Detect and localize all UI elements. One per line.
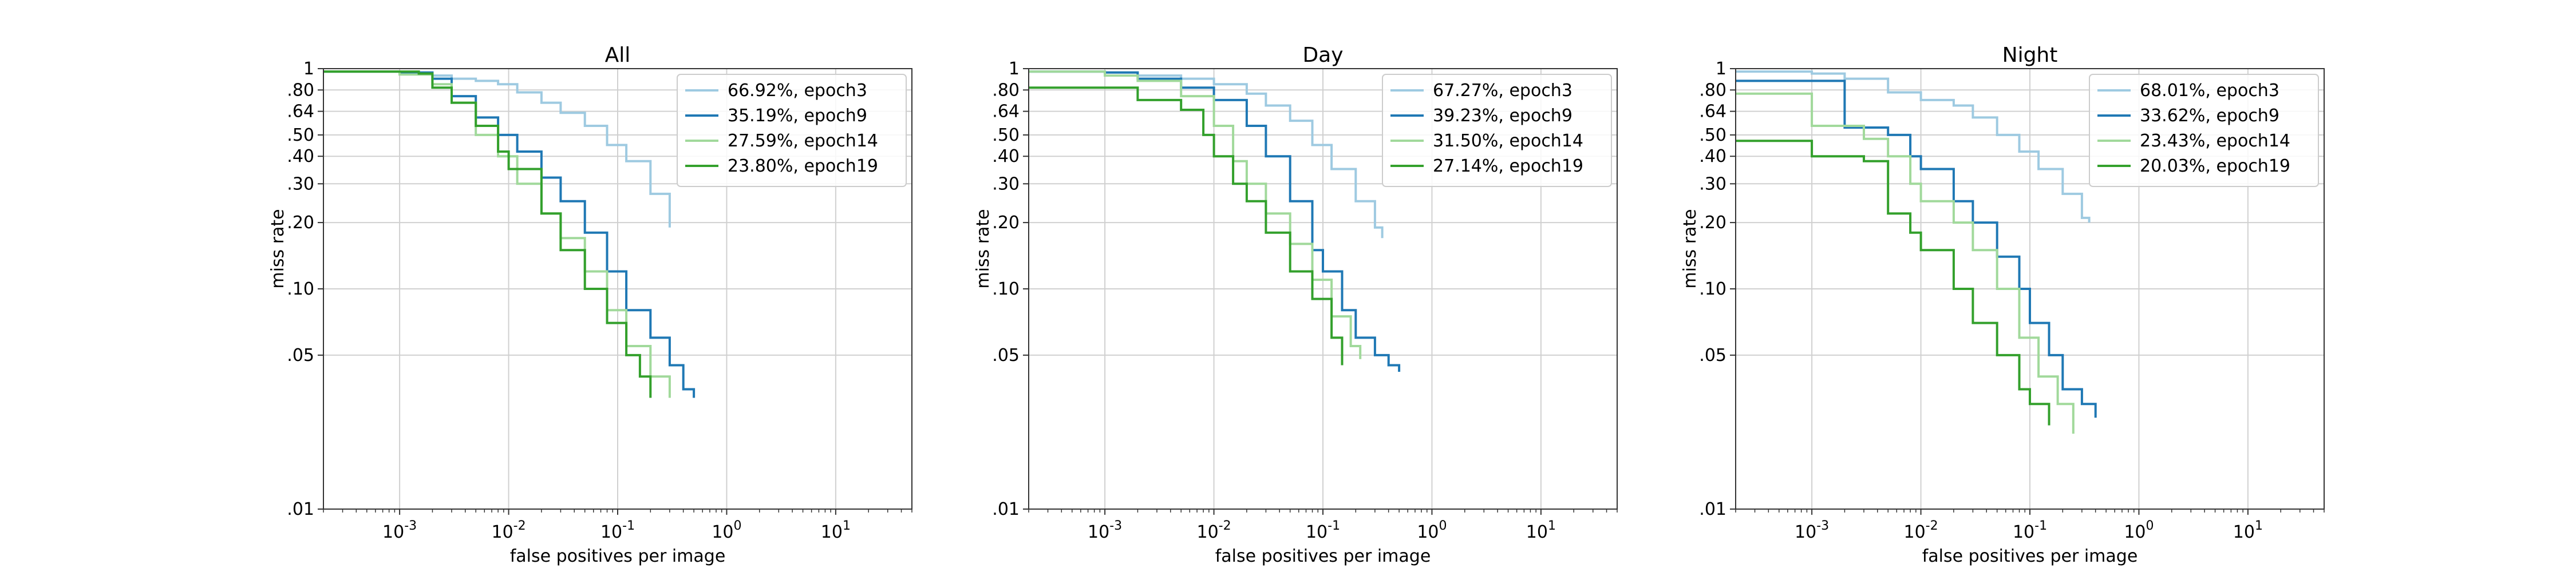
x-tick-label: 10-2 <box>491 519 526 542</box>
panel-night: 10-3 10-2 10-1 100 101 1.80.64 .50.40 .30 .20 .10… <box>1680 43 2325 566</box>
x-tick-label: 101 <box>1526 519 1556 542</box>
legend: 66.92%, epoch3 35.19%, epoch9 27.59%, epoc… <box>677 74 907 187</box>
y-tick-label: .30 <box>992 174 1020 194</box>
legend-label: 27.14%, epoch19 <box>1433 156 1583 176</box>
x-tick-label: 10-1 <box>1306 519 1340 542</box>
series-line-epoch14 <box>1029 70 1362 359</box>
legend-box <box>1382 74 1612 187</box>
x-tick-label: 10-1 <box>600 519 635 542</box>
series-line-epoch14 <box>1736 92 2075 434</box>
y-tick-label: .01 <box>1699 499 1726 519</box>
y-tick-label: .40 <box>287 146 314 166</box>
y-tick-label: .05 <box>1699 345 1726 366</box>
y-tick-label: .64 <box>1699 102 1726 122</box>
legend-label: 31.50%, epoch14 <box>1433 131 1583 151</box>
x-tick-label: 10-3 <box>382 519 417 542</box>
series-line-epoch19 <box>1029 86 1344 366</box>
x-tick-label: 101 <box>821 519 851 542</box>
legend-label: 33.62%, epoch9 <box>2140 106 2279 126</box>
y-tick-label: .64 <box>287 102 314 122</box>
series-line-epoch9 <box>323 70 696 398</box>
y-tick-label: .01 <box>287 499 314 519</box>
y-tick-label: 1 <box>1716 59 1726 79</box>
x-axis-label: false positives per image <box>1215 546 1431 566</box>
series-line-epoch3 <box>1736 70 2091 223</box>
series-line-epoch9 <box>1736 80 2097 418</box>
legend-label: 66.92%, epoch3 <box>728 81 867 101</box>
legend-label: 39.23%, epoch9 <box>1433 106 1573 126</box>
y-tick-label: .50 <box>992 125 1020 145</box>
y-tick-label: .64 <box>992 102 1020 122</box>
y-tick-label: .40 <box>992 146 1020 166</box>
series-line-epoch9 <box>1029 70 1401 372</box>
y-tick-label: .40 <box>1699 146 1726 166</box>
series-line-epoch19 <box>1736 140 2050 426</box>
y-tick-label: .50 <box>1699 125 1726 145</box>
legend-label: 20.03%, epoch19 <box>2140 156 2290 176</box>
legend-label: 27.59%, epoch14 <box>728 131 878 151</box>
y-tick-label: .01 <box>992 499 1020 519</box>
x-tick-label: 101 <box>2233 519 2263 542</box>
x-tick-label: 100 <box>2124 519 2154 542</box>
y-tick-label: 1 <box>1009 59 1020 79</box>
x-tick-label: 100 <box>1417 519 1447 542</box>
y-tick-label: .10 <box>992 279 1020 299</box>
x-tick-label: 10-3 <box>1088 519 1122 542</box>
legend-label: 23.43%, epoch14 <box>2140 131 2290 151</box>
x-axis-label: false positives per image <box>510 546 726 566</box>
y-tick-label: .20 <box>1699 213 1726 233</box>
y-axis-label: miss rate <box>973 209 993 288</box>
y-tick-label: .10 <box>1699 279 1726 299</box>
y-tick-label: .80 <box>992 80 1020 100</box>
legend: 68.01%, epoch3 33.62%, epoch9 23.43%, epoc… <box>2089 74 2319 187</box>
y-tick-label: .05 <box>992 345 1020 366</box>
legend-box <box>677 74 907 187</box>
y-tick-label: .80 <box>287 80 314 100</box>
y-axis-label: miss rate <box>1680 209 1700 288</box>
y-axis-label: miss rate <box>268 209 288 288</box>
x-axis-label: false positives per image <box>1922 546 2138 566</box>
y-tick-label: .50 <box>287 125 314 145</box>
x-tick-label: 10-2 <box>1196 519 1231 542</box>
legend-label: 68.01%, epoch3 <box>2140 81 2279 101</box>
y-tick-label: .30 <box>287 174 314 194</box>
y-tick-label: 1 <box>303 59 314 79</box>
legend-label: 23.80%, epoch19 <box>728 156 878 176</box>
y-tick-label: .30 <box>1699 174 1726 194</box>
y-tick-label: .05 <box>287 345 314 366</box>
legend: 67.27%, epoch3 39.23%, epoch9 31.50%, epoc… <box>1382 74 1612 187</box>
chart-title: Day <box>1302 43 1343 67</box>
x-tick-label: 100 <box>712 519 741 542</box>
chart-title: All <box>605 43 631 67</box>
panel-all: 10-3 10-2 10-1 100 101 1.80.64 .50.40 .30 .20 .10… <box>268 43 912 566</box>
y-tick-label: .20 <box>992 213 1020 233</box>
y-tick-label: .80 <box>1699 80 1726 100</box>
legend-box <box>2089 74 2319 187</box>
series-line-epoch19 <box>323 70 652 398</box>
y-tick-label: .20 <box>287 213 314 233</box>
x-tick-label: 10-3 <box>1795 519 1829 542</box>
y-tick-label: .10 <box>287 279 314 299</box>
panel-day: 10-3 10-2 10-1 100 101 1.80.64 .50.40 .30 .20 .10… <box>973 43 1618 566</box>
legend-label: 67.27%, epoch3 <box>1433 81 1573 101</box>
x-tick-label: 10-1 <box>2013 519 2047 542</box>
chart-title: Night <box>2002 43 2058 67</box>
legend-label: 35.19%, epoch9 <box>728 106 867 126</box>
x-tick-label: 10-2 <box>1903 519 1938 542</box>
